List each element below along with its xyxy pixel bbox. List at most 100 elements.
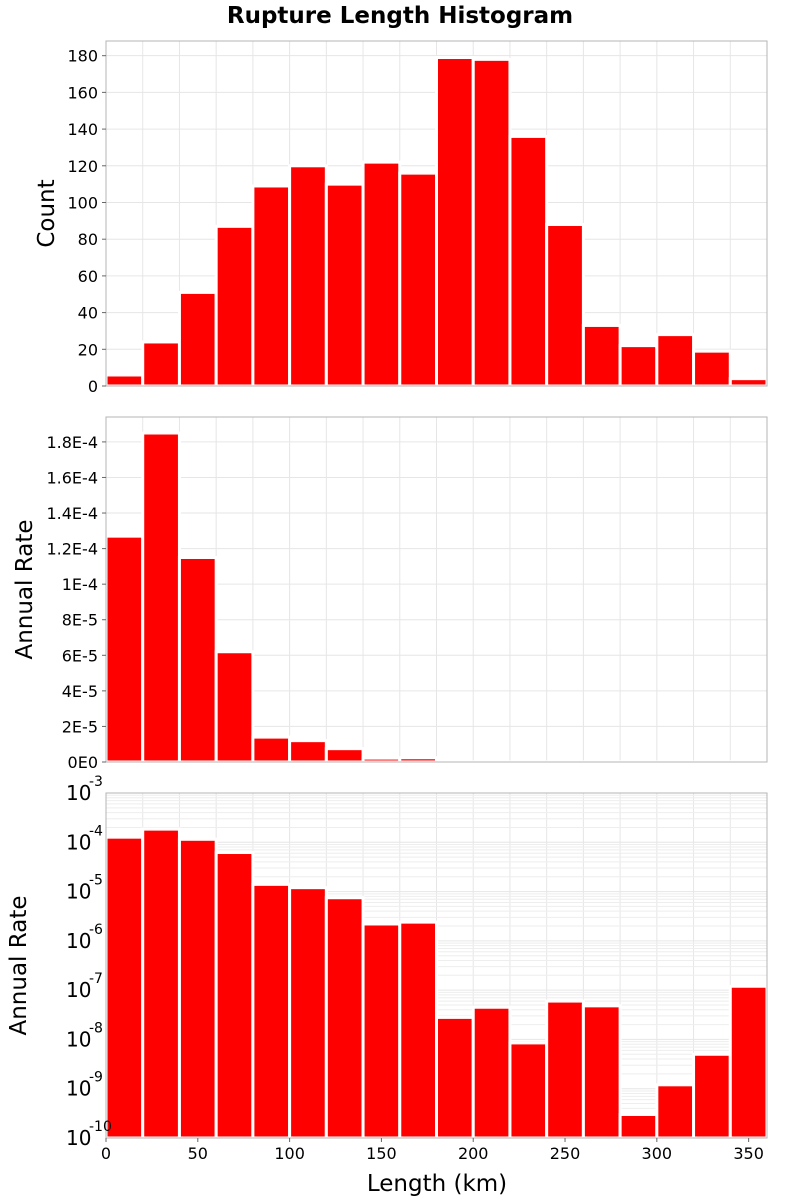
- histogram-bar: [471, 1005, 512, 1140]
- y-axis-ticks: 0E0 2E-5 4E-5 6E-5 8E-5 1E-4 1.2E-4 1.4E-4 1.6E-…: [46, 433, 106, 772]
- y-tick-label: 1.8E-4: [46, 433, 98, 452]
- y-axis-label: Count: [34, 179, 60, 247]
- histogram-bar: [251, 735, 292, 764]
- histogram-bar: [361, 922, 402, 1140]
- y-tick-label: 100: [67, 193, 98, 212]
- histogram-bar: [435, 1015, 475, 1140]
- histogram-bar: [104, 373, 145, 388]
- bars: [104, 56, 769, 388]
- y-tick-label: 6E-5: [62, 646, 98, 665]
- y-tick-label: 180: [67, 47, 98, 66]
- histogram-bar: [177, 837, 218, 1140]
- y-tick-label-exponent: -3: [89, 774, 103, 790]
- x-axis-ticks: 0 50 100 150 200 250 300 350: [101, 1138, 764, 1163]
- y-tick-label-exponent: -10: [89, 1119, 112, 1135]
- histogram-bar: [104, 534, 145, 764]
- histogram-bar: [728, 984, 769, 1140]
- y-tick-label-base: 10: [66, 929, 91, 953]
- y-axis-label: Annual Rate: [12, 520, 38, 660]
- y-tick-label-base: 10: [66, 830, 91, 854]
- histogram-bar: [288, 739, 328, 764]
- histogram-bar: [288, 886, 328, 1140]
- y-axis-label: Annual Rate: [6, 896, 32, 1036]
- x-tick-label: 350: [733, 1144, 764, 1163]
- histogram-bar: [324, 896, 365, 1140]
- histogram-bar: [214, 650, 255, 764]
- histogram-bar: [508, 1041, 549, 1140]
- y-tick-label: 40: [78, 304, 98, 323]
- y-tick-label: 20: [78, 340, 98, 359]
- y-tick-label: 1.6E-4: [46, 468, 98, 487]
- y-tick-label: 60: [78, 267, 98, 286]
- y-tick-label-base: 10: [66, 1077, 91, 1101]
- histogram-bar: [251, 184, 292, 388]
- x-tick-label: 150: [366, 1144, 397, 1163]
- y-tick-label-base: 10: [66, 978, 91, 1002]
- histogram-bar: [398, 171, 438, 388]
- x-tick-label: 100: [274, 1144, 305, 1163]
- y-tick-label-exponent: -4: [89, 823, 103, 839]
- histogram-bar: [361, 756, 402, 764]
- histogram-bar: [471, 57, 512, 388]
- histogram-bar: [177, 290, 218, 388]
- histogram-bar: [104, 835, 145, 1140]
- bars: [104, 827, 769, 1140]
- histogram-bar: [398, 756, 438, 764]
- histogram-bar: [581, 323, 622, 388]
- count-histogram-panel: 0 20 40 60 80 100 120 140 160 180 Count: [34, 40, 769, 396]
- y-tick-label-base: 10: [66, 781, 91, 805]
- histogram-bar: [214, 224, 255, 388]
- histogram-bar: [545, 223, 585, 388]
- y-tick-label: 0E0: [68, 753, 98, 772]
- histogram-bar: [324, 182, 365, 388]
- histogram-bar: [361, 160, 402, 388]
- histogram-bar: [324, 747, 365, 764]
- plot-frame: [105, 40, 768, 387]
- y-tick-label: 2E-5: [62, 717, 98, 736]
- histogram-bar: [141, 431, 181, 764]
- plot-frame: [105, 416, 768, 763]
- histogram-bar: [545, 999, 585, 1140]
- histogram-bar: [141, 340, 181, 388]
- y-tick-label: 4E-5: [62, 682, 98, 701]
- y-tick-label: 1.4E-4: [46, 504, 98, 523]
- histogram-bar: [398, 920, 438, 1140]
- y-tick-label: 1.2E-4: [46, 540, 98, 559]
- histogram-bar: [288, 164, 328, 388]
- histogram-bar: [177, 555, 218, 764]
- y-tick-label-exponent: -9: [89, 1070, 103, 1086]
- rate-log-histogram-panel: 10-1010-910-810-710-610-510-410-3Annual …: [6, 774, 769, 1163]
- y-tick-label-base: 10: [66, 880, 91, 904]
- y-tick-label: 0: [88, 377, 98, 396]
- rate-linear-histogram-panel: 0E0 2E-5 4E-5 6E-5 8E-5 1E-4 1.2E-4 1.4E-4 1.6E-…: [12, 416, 769, 772]
- histogram-bar: [655, 1083, 696, 1140]
- histogram-bar: [692, 1052, 732, 1140]
- y-axis-ticks: 0 20 40 60 80 100 120 140 160 180: [67, 47, 106, 396]
- x-axis-label: Length (km): [367, 1171, 507, 1197]
- y-tick-label-exponent: -6: [89, 922, 103, 938]
- bars: [104, 431, 769, 764]
- y-tick-label-exponent: -7: [89, 971, 103, 987]
- y-tick-label-base: 10: [66, 1126, 91, 1150]
- y-tick-label-exponent: -5: [89, 873, 103, 889]
- y-tick-label: 160: [67, 83, 98, 102]
- y-tick-label: 8E-5: [62, 611, 98, 630]
- histogram-bar: [618, 344, 659, 388]
- y-tick-label: 80: [78, 230, 98, 249]
- x-tick-label: 0: [101, 1144, 111, 1163]
- histogram-bar: [508, 134, 549, 388]
- chart-title: Rupture Length Histogram: [227, 3, 573, 29]
- x-tick-label: 50: [188, 1144, 208, 1163]
- x-tick-label: 250: [550, 1144, 581, 1163]
- histogram-bar: [581, 1004, 622, 1140]
- histogram-bar: [251, 882, 292, 1140]
- histogram-bar: [728, 377, 769, 388]
- y-tick-label: 140: [67, 120, 98, 139]
- y-tick-label: 1E-4: [62, 575, 98, 594]
- histogram-bar: [618, 1112, 659, 1140]
- plot-frame: [105, 792, 768, 1139]
- y-tick-label: 120: [67, 157, 98, 176]
- histogram-bar: [435, 56, 475, 388]
- histogram-bar: [141, 827, 181, 1140]
